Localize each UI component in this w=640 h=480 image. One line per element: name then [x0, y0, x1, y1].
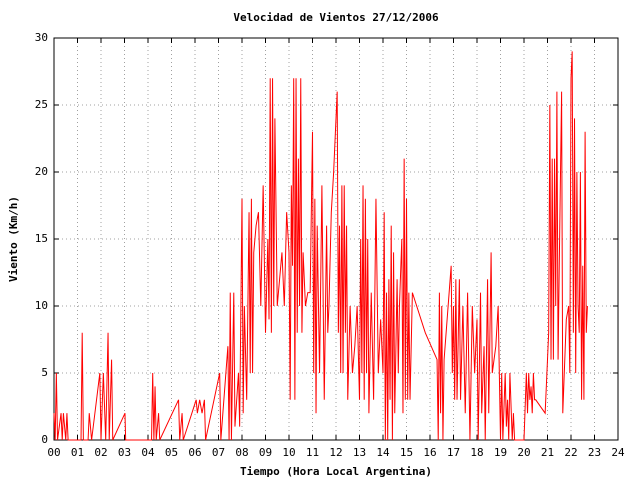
x-tick-label: 07 — [212, 446, 225, 459]
y-tick-label: 5 — [41, 366, 48, 379]
data-line — [53, 51, 588, 441]
x-tick-label: 23 — [588, 446, 601, 459]
x-tick-label: 15 — [400, 446, 413, 459]
x-tick-label: 24 — [611, 446, 625, 459]
x-tick-label: 17 — [447, 446, 460, 459]
x-tick-label: 12 — [329, 446, 342, 459]
x-tick-label: 10 — [282, 446, 295, 459]
y-tick-label: 15 — [35, 232, 48, 245]
x-tick-label: 00 — [47, 446, 60, 459]
y-axis-label: Viento (Km/h) — [7, 196, 20, 282]
y-tick-label: 0 — [41, 433, 48, 446]
plot-frame — [53, 37, 619, 441]
x-tick-label: 19 — [494, 446, 507, 459]
x-tick-label: 20 — [517, 446, 530, 459]
x-tick-label: 06 — [188, 446, 201, 459]
y-tick-label: 10 — [35, 299, 48, 312]
x-tick-label: 11 — [306, 446, 319, 459]
x-axis-label: Tiempo (Hora Local Argentina) — [240, 465, 432, 478]
y-tick-label: 25 — [35, 98, 48, 111]
chart-title: Velocidad de Vientos 27/12/2006 — [233, 11, 439, 24]
x-tick-label: 08 — [235, 446, 248, 459]
x-tick-label: 21 — [541, 446, 554, 459]
x-tick-label: 09 — [259, 446, 272, 459]
x-tick-label: 14 — [376, 446, 390, 459]
x-tick-label: 01 — [71, 446, 84, 459]
y-tick-label: 20 — [35, 165, 48, 178]
y-tick-label: 30 — [35, 31, 48, 44]
x-tick-label: 02 — [94, 446, 107, 459]
x-tick-label: 03 — [118, 446, 131, 459]
x-tick-label: 16 — [423, 446, 436, 459]
x-tick-label: 04 — [141, 446, 155, 459]
x-tick-label: 18 — [470, 446, 483, 459]
x-tick-label: 05 — [165, 446, 178, 459]
x-tick-label: 22 — [564, 446, 577, 459]
x-tick-label: 13 — [353, 446, 366, 459]
